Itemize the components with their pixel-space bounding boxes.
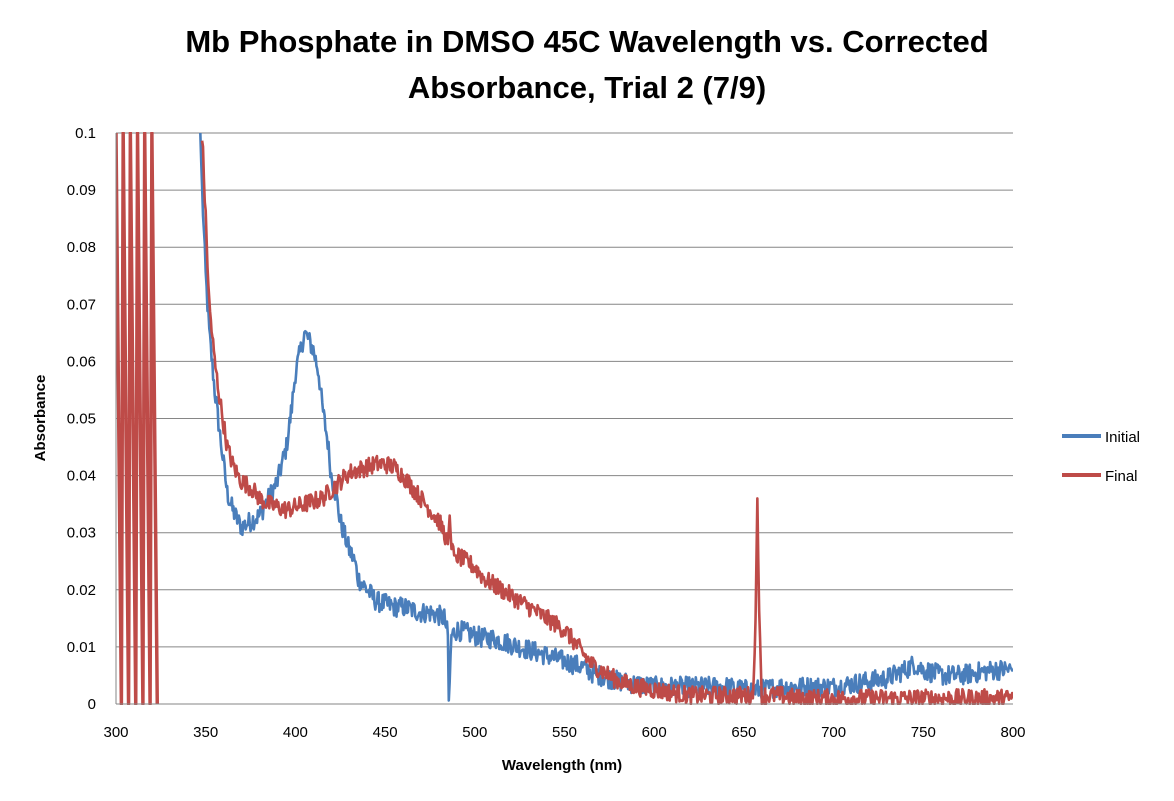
series-line-final-saturation bbox=[116, 132, 160, 705]
legend: Initial Final bbox=[1062, 429, 1140, 485]
chart-title-line-2: Absorbance, Trial 2 (7/9) bbox=[407, 70, 767, 105]
series-line-initial bbox=[199, 132, 1013, 702]
y-tick-label: 0.07 bbox=[67, 296, 96, 313]
x-tick-label: 400 bbox=[283, 724, 308, 741]
x-tick-label: 600 bbox=[642, 724, 667, 741]
x-axis-title: Wavelength (nm) bbox=[502, 757, 622, 774]
x-tick-label: 500 bbox=[462, 724, 487, 741]
y-axis-title: Absorbance bbox=[32, 375, 49, 462]
y-tick-label: 0.08 bbox=[67, 239, 96, 256]
x-tick-label: 800 bbox=[1000, 724, 1025, 741]
x-tick-label: 550 bbox=[552, 724, 577, 741]
x-tick-label: 300 bbox=[103, 724, 128, 741]
x-tick-label: 650 bbox=[731, 724, 756, 741]
x-tick-label: 700 bbox=[821, 724, 846, 741]
chart-title-line-1: Mb Phosphate in DMSO 45C Wavelength vs. … bbox=[185, 24, 989, 59]
legend-label-initial: Initial bbox=[1105, 429, 1140, 446]
y-tick-label: 0.03 bbox=[67, 525, 96, 542]
series-lines bbox=[116, 132, 1013, 705]
series-line-final bbox=[200, 140, 1013, 705]
gridlines bbox=[116, 132, 1013, 648]
y-tick-label: 0.01 bbox=[67, 639, 96, 656]
x-tick-label: 350 bbox=[193, 724, 218, 741]
y-tick-label: 0.06 bbox=[67, 353, 96, 370]
x-tick-labels: 300 350 400 450 500 550 600 650 700 750 800 bbox=[103, 724, 1025, 741]
y-tick-label: 0.09 bbox=[67, 182, 96, 199]
y-tick-label: 0.04 bbox=[67, 468, 96, 485]
legend-label-final: Final bbox=[1105, 468, 1138, 485]
y-tick-label: 0.1 bbox=[75, 125, 96, 142]
y-tick-label: 0.05 bbox=[67, 411, 96, 428]
y-tick-labels: 0 0.01 0.02 0.03 0.04 0.05 0.06 0.07 0.08 0.09 0.1 bbox=[67, 125, 96, 713]
y-tick-label: 0 bbox=[88, 696, 96, 713]
y-tick-label: 0.02 bbox=[67, 582, 96, 599]
x-tick-label: 750 bbox=[911, 724, 936, 741]
x-tick-label: 450 bbox=[373, 724, 398, 741]
